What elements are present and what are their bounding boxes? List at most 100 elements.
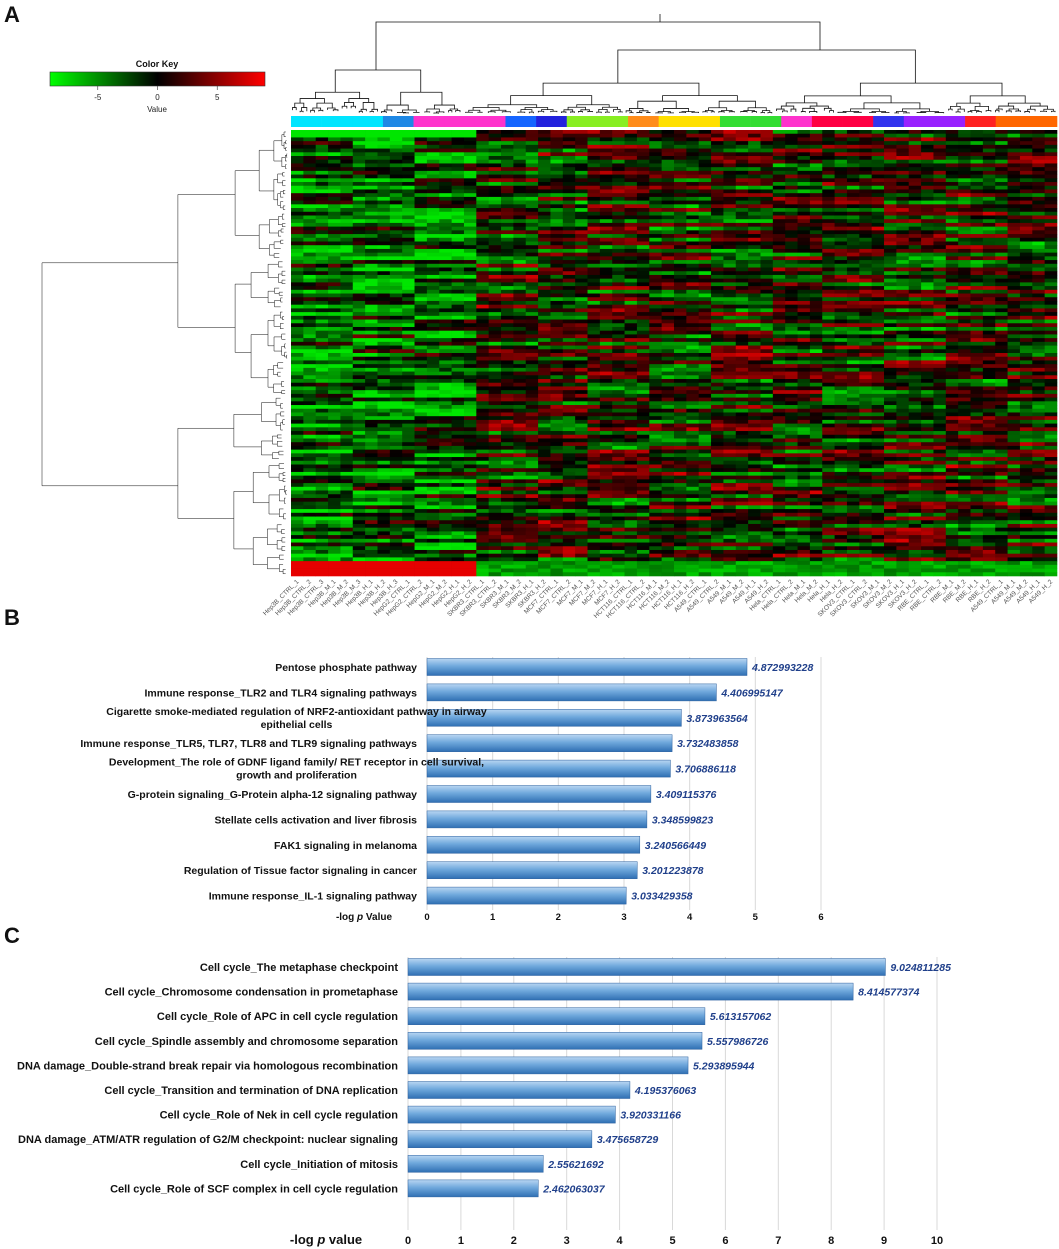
- heatmap-cell: [303, 386, 317, 391]
- heatmap-cell: [748, 419, 761, 424]
- heatmap-cell: [550, 204, 564, 209]
- heatmap-cell: [649, 312, 662, 317]
- heatmap-cell: [612, 133, 625, 138]
- dendrogram-branch: [596, 111, 602, 114]
- heatmap-cell: [340, 553, 354, 558]
- heatmap-cell: [439, 341, 452, 346]
- dendrogram-branch: [250, 334, 268, 379]
- heatmap-cell: [476, 274, 489, 279]
- heatmap-cell: [562, 356, 576, 361]
- heatmap-cell: [365, 535, 378, 540]
- heatmap-cell: [340, 156, 354, 161]
- heatmap-cell: [328, 349, 341, 354]
- heatmap-cell: [439, 353, 452, 358]
- heatmap-cell: [599, 457, 613, 462]
- heatmap-cell: [661, 405, 675, 410]
- heatmap-cell: [636, 230, 650, 235]
- heatmap-cell: [748, 468, 761, 473]
- heatmap-cell: [291, 412, 304, 417]
- heatmap-cell: [698, 549, 712, 554]
- heatmap-cell: [772, 167, 786, 172]
- heatmap-cell: [525, 241, 539, 246]
- heatmap-cell: [748, 405, 761, 410]
- heatmap-cell: [698, 211, 712, 216]
- heatmap-cell: [587, 367, 601, 372]
- heatmap-cell: [624, 512, 638, 517]
- heatmap-cell: [340, 464, 354, 469]
- heatmap-cell: [550, 141, 564, 146]
- heatmap-cell: [772, 174, 786, 179]
- heatmap-cell: [575, 245, 588, 250]
- heatmap-cell: [352, 453, 366, 458]
- heatmap-cell: [538, 315, 551, 320]
- heatmap-cell: [426, 237, 440, 242]
- heatmap-cell: [735, 479, 749, 484]
- heatmap-cell: [377, 367, 391, 372]
- heatmap-cell: [328, 527, 341, 532]
- dendrogram-branch: [276, 540, 282, 550]
- heatmap-cell: [575, 189, 588, 194]
- heatmap-cell: [587, 457, 601, 462]
- heatmap-cell: [723, 464, 737, 469]
- heatmap-cell: [661, 338, 675, 343]
- heatmap-cell: [612, 341, 625, 346]
- heatmap-cell: [562, 130, 576, 135]
- heatmap-cell: [587, 353, 601, 358]
- heatmap-cell: [735, 382, 749, 387]
- heatmap-cell: [748, 208, 761, 213]
- heatmap-cell: [513, 226, 527, 231]
- heatmap-cell: [328, 520, 341, 525]
- heatmap-cell: [599, 182, 613, 187]
- heatmap-cell: [723, 289, 737, 294]
- heatmap-cell: [451, 330, 465, 335]
- heatmap-cell: [439, 334, 452, 339]
- heatmap-cell: [562, 471, 576, 476]
- heatmap-cell: [463, 297, 477, 302]
- heatmap-cell: [723, 267, 737, 272]
- heatmap-cell: [451, 226, 465, 231]
- heatmap-cell: [525, 267, 539, 272]
- heatmap-cell: [365, 442, 378, 447]
- heatmap-cell: [735, 449, 749, 454]
- heatmap-cell: [624, 568, 638, 573]
- heatmap-cell: [636, 419, 650, 424]
- heatmap-cell: [439, 174, 452, 179]
- heatmap-cell: [476, 538, 489, 543]
- heatmap-cell: [389, 486, 403, 491]
- heatmap-cell: [328, 501, 341, 506]
- heatmap-cell: [328, 156, 341, 161]
- dendrogram-branch: [948, 108, 953, 111]
- heatmap-cell: [439, 494, 452, 499]
- heatmap-cell: [389, 278, 403, 283]
- heatmap-cell: [328, 260, 341, 265]
- heatmap-cell: [513, 353, 527, 358]
- heatmap-cell: [562, 189, 576, 194]
- heatmap-cell: [735, 338, 749, 343]
- heatmap-cell: [315, 416, 329, 421]
- heatmap-cell: [501, 457, 514, 462]
- heatmap-cell: [389, 553, 403, 558]
- heatmap-cell: [463, 237, 477, 242]
- heatmap-cell: [439, 512, 452, 517]
- dendrogram-branch: [267, 369, 274, 388]
- heatmap-cell: [476, 382, 489, 387]
- heatmap-cell: [315, 512, 329, 517]
- heatmap-cell: [414, 323, 428, 328]
- heatmap-cell: [402, 271, 415, 276]
- heatmap-cell: [711, 367, 724, 372]
- heatmap-cell: [587, 211, 601, 216]
- heatmap-cell: [513, 345, 527, 350]
- heatmap-cell: [624, 204, 638, 209]
- heatmap-cell: [575, 397, 588, 402]
- heatmap-cell: [426, 356, 440, 361]
- heatmap-cell: [414, 312, 428, 317]
- heatmap-cell: [476, 237, 489, 242]
- heatmap-cell: [513, 445, 527, 450]
- heatmap-cell: [735, 286, 749, 291]
- heatmap-cell: [328, 297, 341, 302]
- heatmap-cell: [674, 542, 687, 547]
- heatmap-cell: [550, 185, 564, 190]
- dendrogram-branch: [278, 261, 283, 268]
- heatmap-cell: [513, 434, 527, 439]
- heatmap-cell: [686, 163, 700, 168]
